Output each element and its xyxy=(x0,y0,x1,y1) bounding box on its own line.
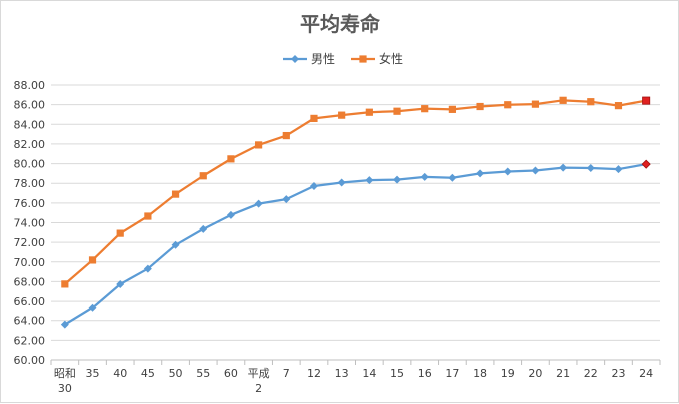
data-point xyxy=(199,172,207,180)
series-female xyxy=(61,96,651,288)
data-point xyxy=(559,96,567,104)
data-point xyxy=(226,210,235,219)
data-point xyxy=(393,175,402,184)
series-male xyxy=(60,159,651,329)
x-tick-label: 18 xyxy=(473,367,487,380)
data-point xyxy=(476,102,484,111)
x-tick-label: 24 xyxy=(639,367,653,380)
data-point xyxy=(116,229,124,237)
x-tick-label: 13 xyxy=(335,367,349,380)
data-point xyxy=(642,96,651,105)
data-point xyxy=(586,163,595,172)
x-axis: 昭和 30 35 40 45 50 55 60 平成 2 7 12 13 14 15 16 17 18 19 20 21… xyxy=(50,360,661,395)
data-point xyxy=(448,173,457,182)
x-tick-label: 16 xyxy=(418,367,432,380)
data-point xyxy=(531,166,540,175)
y-tick-label: 62.00 xyxy=(14,334,46,347)
legend-marker xyxy=(291,55,299,63)
y-tick-label: 76.00 xyxy=(14,197,46,210)
legend-item-female: 女性 xyxy=(351,51,403,66)
data-point xyxy=(614,165,623,174)
y-tick-label: 86.00 xyxy=(14,99,46,112)
data-point xyxy=(144,212,152,220)
legend-label: 女性 xyxy=(379,51,403,66)
data-point xyxy=(614,102,623,110)
x-tick-label: 17 xyxy=(445,367,459,380)
y-tick-label: 88.00 xyxy=(14,79,46,92)
data-point xyxy=(559,163,568,172)
data-point xyxy=(365,176,374,185)
data-point xyxy=(88,256,97,264)
data-point xyxy=(227,155,235,163)
x-tick-label: 23 xyxy=(611,367,625,380)
data-point xyxy=(504,101,512,109)
series-line xyxy=(64,163,647,326)
x-tick-label: 50 xyxy=(169,367,183,380)
x-tick-label: 22 xyxy=(584,367,598,380)
data-point xyxy=(420,172,429,181)
y-tick-label: 80.00 xyxy=(14,158,46,171)
data-point xyxy=(171,190,180,198)
x-tick-label: 35 xyxy=(86,367,100,380)
x-tick-label: 20 xyxy=(528,367,542,380)
data-point xyxy=(143,264,152,273)
y-axis: 60.00 62.00 64.00 66.00 68.00 70.00 72.00 74.00… xyxy=(14,79,46,367)
chart-title: 平均寿命 xyxy=(300,12,381,36)
data-point xyxy=(60,320,69,329)
y-tick-label: 66.00 xyxy=(14,295,46,308)
y-tick-label: 70.00 xyxy=(14,256,46,269)
data-point xyxy=(254,199,263,208)
x-tick-label: 19 xyxy=(501,367,515,380)
x-tick-label: 21 xyxy=(556,367,570,380)
data-point xyxy=(421,105,429,113)
y-tick-label: 60.00 xyxy=(14,354,46,367)
y-tick-label: 64.00 xyxy=(14,315,46,328)
data-point xyxy=(61,280,69,288)
data-point xyxy=(531,100,540,108)
data-point xyxy=(476,169,485,178)
x-tick-label: 7 xyxy=(283,367,290,380)
data-point xyxy=(282,195,291,204)
data-point xyxy=(88,303,97,312)
data-point xyxy=(171,240,180,249)
gridlines xyxy=(51,84,660,361)
x-tick-label: 14 xyxy=(362,367,376,380)
y-tick-label: 78.00 xyxy=(14,177,46,190)
data-point xyxy=(337,178,346,187)
y-tick-label: 72.00 xyxy=(14,236,46,249)
x-tick-label: 40 xyxy=(113,367,127,380)
series-layer xyxy=(60,96,651,329)
y-tick-label: 82.00 xyxy=(14,138,46,151)
data-point xyxy=(503,167,512,176)
data-point xyxy=(587,98,595,106)
data-point xyxy=(365,108,373,116)
x-tick-label: 平成 2 xyxy=(248,367,270,395)
x-tick-label: 45 xyxy=(141,367,155,380)
x-tick-label: 12 xyxy=(307,367,321,380)
data-point xyxy=(199,224,208,233)
y-tick-label: 84.00 xyxy=(14,118,46,131)
data-point xyxy=(282,131,290,140)
legend: 男性 女性 xyxy=(283,51,403,66)
data-point xyxy=(393,107,401,115)
series-line xyxy=(64,99,647,285)
x-tick-label: 15 xyxy=(390,367,404,380)
legend-marker xyxy=(359,55,367,63)
legend-label: 男性 xyxy=(311,52,335,66)
y-tick-label: 68.00 xyxy=(14,275,46,288)
data-point xyxy=(641,159,651,169)
data-point xyxy=(309,181,318,190)
x-tick-label: 昭和 30 xyxy=(54,367,76,395)
legend-item-male: 男性 xyxy=(283,52,335,66)
data-point xyxy=(310,114,318,122)
data-point xyxy=(448,105,456,113)
x-tick-label: 60 xyxy=(224,367,238,380)
data-point xyxy=(338,111,346,119)
data-point xyxy=(116,279,125,288)
x-tick-label: 55 xyxy=(196,367,210,380)
y-tick-label: 74.00 xyxy=(14,217,46,230)
data-point xyxy=(255,141,263,149)
